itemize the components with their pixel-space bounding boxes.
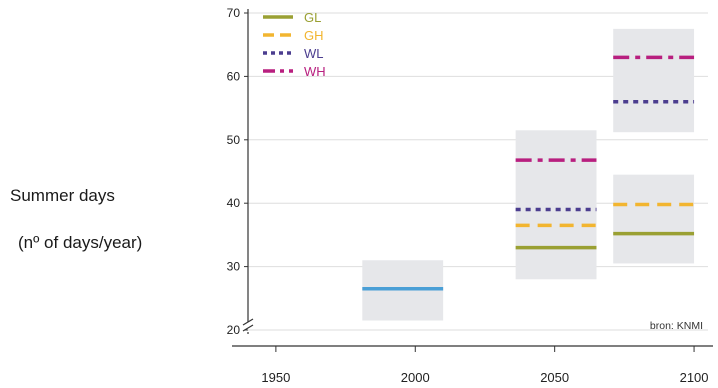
y-tick-label-30: 30 — [227, 260, 241, 274]
y-axis-label: Summer days — [10, 186, 115, 205]
y-axis-unit-label: (nº of days/year) — [18, 233, 143, 252]
x-tick-label-2050: 2050 — [540, 370, 569, 385]
y-tick-label-50: 50 — [227, 133, 241, 147]
legend-label-wl: WL — [304, 46, 324, 61]
x-tick-label-1950: 1950 — [261, 370, 290, 385]
range-band-4 — [613, 28, 695, 133]
x-tick-label-2100: 2100 — [680, 370, 709, 385]
legend-label-gl: GL — [304, 10, 321, 25]
y-tick-label-60: 60 — [227, 69, 241, 83]
source-note: bron: KNMI — [650, 320, 703, 332]
legend-label-gh: GH — [304, 28, 324, 43]
y-tick-label-40: 40 — [227, 196, 241, 210]
x-tick-label-2000: 2000 — [401, 370, 430, 385]
range-band-2 — [515, 130, 597, 280]
legend: GL GH WL WH — [263, 10, 326, 79]
y-tick-label-20: 20 — [227, 323, 241, 337]
legend-label-wh: WH — [304, 64, 326, 79]
y-tick-label-70: 70 — [227, 6, 241, 20]
axis-break-mark-1 — [242, 318, 254, 326]
range-band-3 — [613, 174, 695, 264]
